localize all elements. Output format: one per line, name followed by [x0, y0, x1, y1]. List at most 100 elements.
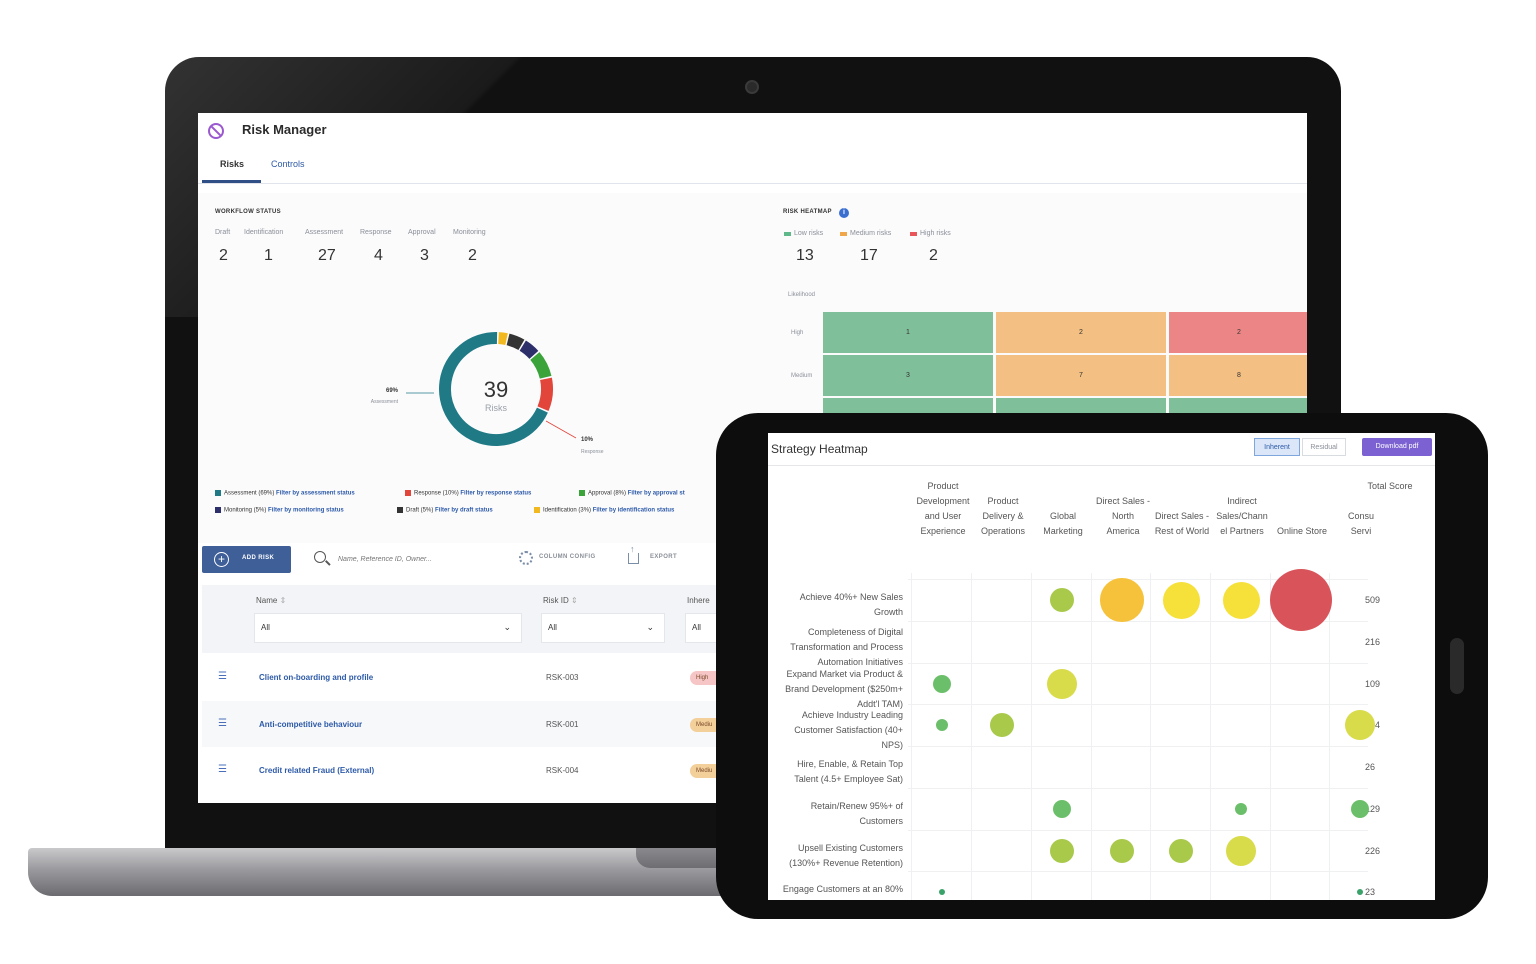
heatmap-bubble[interactable] [1234, 802, 1248, 816]
strategy-column-header: Online Store [1276, 526, 1328, 536]
legend-filter-link[interactable]: Filter by assessment status [276, 490, 355, 497]
workflow-stage-count[interactable]: 1 [264, 247, 273, 264]
heatmap-bubble[interactable] [1100, 578, 1144, 622]
risk-heatmap-cell[interactable]: 7 [996, 355, 1166, 396]
legend-swatch [215, 490, 221, 496]
heatmap-bubble[interactable] [1052, 799, 1072, 819]
legend-swatch [534, 507, 540, 513]
header-divider [198, 183, 1307, 184]
grid-line [908, 871, 1368, 872]
legend-filter-link[interactable]: Filter by draft status [435, 507, 493, 514]
export-icon[interactable] [628, 544, 639, 564]
workflow-stage-count[interactable]: 4 [374, 247, 383, 264]
risk-name-link[interactable]: Client on-boarding and profile [259, 673, 374, 682]
risk-name-link[interactable]: Anti-competitive behaviour [259, 720, 363, 729]
donut-segment-approval[interactable] [530, 352, 552, 379]
inherent-filter-value: All [692, 623, 701, 632]
row-expand-icon[interactable]: ☰ [218, 764, 227, 775]
risk-id-filter-select[interactable]: All ⌄ [541, 613, 665, 643]
risk-name-link[interactable]: Credit related Fraud (External) [259, 766, 375, 775]
heatmap-bubble[interactable] [1222, 581, 1260, 619]
donut-segment-monitoring[interactable] [519, 340, 539, 360]
heatmap-bubble[interactable] [1168, 838, 1194, 864]
workflow-stage-count[interactable]: 3 [420, 247, 429, 264]
heatmap-bubble[interactable] [932, 674, 952, 694]
risk-id-cell: RSK-004 [546, 766, 579, 775]
grid-line [1150, 573, 1151, 900]
donut-total: 39 [484, 377, 508, 402]
total-score-value: 216 [1365, 637, 1381, 647]
right-callout-line [545, 420, 577, 439]
chevron-down-icon: ⌄ [646, 622, 654, 632]
column-header-inherent[interactable]: Inhere [687, 596, 710, 605]
donut-legend-item: Assessment (69%) Filter by assessment st… [215, 490, 355, 497]
heatmap-bubble[interactable] [1270, 569, 1332, 631]
risk-heatmap-cell[interactable]: 2 [1169, 312, 1307, 353]
risk-legend-count[interactable]: 2 [929, 247, 938, 264]
total-score-value: 509 [1365, 595, 1381, 605]
inherent-toggle[interactable]: Inherent [1254, 438, 1300, 456]
heatmap-bubble[interactable] [1162, 581, 1200, 619]
add-risk-label: ADD RISK [242, 555, 275, 561]
risk-id-cell: RSK-003 [546, 673, 579, 682]
risk-heatmap-cell[interactable]: 8 [1169, 355, 1307, 396]
total-score-value: 26 [1365, 762, 1376, 772]
heatmap-bubble[interactable] [1344, 709, 1376, 741]
legend-filter-link[interactable]: Filter by approval st [627, 490, 685, 497]
column-header-name-label: Name [256, 596, 278, 605]
grid-line [1091, 573, 1092, 900]
strategy-column-header: Consu Servi [1347, 511, 1374, 536]
risk-heatmap-cell[interactable]: 3 [823, 355, 993, 396]
strategy-column-header: Product Delivery & Operations [980, 496, 1026, 536]
legend-filter-link[interactable]: Filter by response status [460, 490, 532, 497]
heatmap-bubble[interactable] [1109, 838, 1135, 864]
export-button[interactable]: EXPORT [650, 554, 678, 560]
residual-toggle[interactable]: Residual [1302, 438, 1346, 456]
gear-icon[interactable] [519, 551, 533, 565]
donut-unit: Risks [485, 403, 507, 413]
heatmap-bubble[interactable] [1046, 668, 1078, 700]
row-expand-icon[interactable]: ☰ [218, 718, 227, 729]
total-score-header: Total Score [1367, 481, 1413, 491]
search-input[interactable] [338, 552, 488, 566]
risk-legend-count[interactable]: 13 [796, 247, 814, 264]
risk-heatmap-cell[interactable]: 1 [823, 312, 993, 353]
strategy-row-label: Achieve Industry Leading Customer Satisf… [794, 710, 903, 750]
heatmap-bubble[interactable] [989, 712, 1015, 738]
heatmap-bubble[interactable] [935, 718, 949, 732]
heatmap-bubble[interactable] [1225, 835, 1257, 867]
row-expand-icon[interactable]: ☰ [218, 671, 227, 682]
column-header-risk-id[interactable]: Risk ID ⇕ [543, 596, 578, 605]
legend-filter-link[interactable]: Filter by monitoring status [268, 507, 344, 514]
heatmap-bubble[interactable] [1357, 889, 1363, 895]
tab-risks[interactable]: Risks [220, 159, 245, 169]
donut-segment-response[interactable] [537, 377, 553, 412]
add-risk-button[interactable]: + ADD RISK [202, 546, 291, 573]
heatmap-bubble[interactable] [1049, 838, 1075, 864]
column-header-name[interactable]: Name ⇕ [256, 596, 286, 605]
donut-segment-assessment[interactable] [439, 332, 548, 446]
legend-swatch [405, 490, 411, 496]
grid-line [1210, 573, 1211, 900]
total-score-value: 226 [1365, 846, 1381, 856]
workflow-stage-count[interactable]: 2 [468, 247, 477, 264]
column-config-button[interactable]: COLUMN CONFIG [539, 554, 596, 560]
heatmap-bubble[interactable] [1350, 799, 1370, 819]
grid-line [971, 573, 972, 900]
donut-segment-draft[interactable] [506, 333, 525, 351]
risk-legend-count[interactable]: 17 [860, 247, 878, 264]
info-icon[interactable]: i [839, 208, 849, 218]
donut-legend-item: Identification (3%) Filter by identifica… [534, 507, 674, 514]
risk-heatmap-cell[interactable]: 2 [996, 312, 1166, 353]
legend-filter-link[interactable]: Filter by identification status [592, 507, 675, 514]
download-pdf-button[interactable]: Download pdf [1362, 438, 1432, 456]
name-filter-select[interactable]: All ⌄ [254, 613, 522, 643]
donut-segment-identification[interactable] [498, 332, 508, 345]
tab-controls[interactable]: Controls [271, 159, 305, 169]
heatmap-bubble[interactable] [939, 889, 945, 895]
workflow-stage-count[interactable]: 2 [219, 247, 228, 264]
legend-swatch [579, 490, 585, 496]
heatmap-bubble[interactable] [1049, 587, 1075, 613]
workflow-stage-count[interactable]: 27 [318, 247, 336, 264]
left-callout-label: Assessment [371, 399, 399, 405]
